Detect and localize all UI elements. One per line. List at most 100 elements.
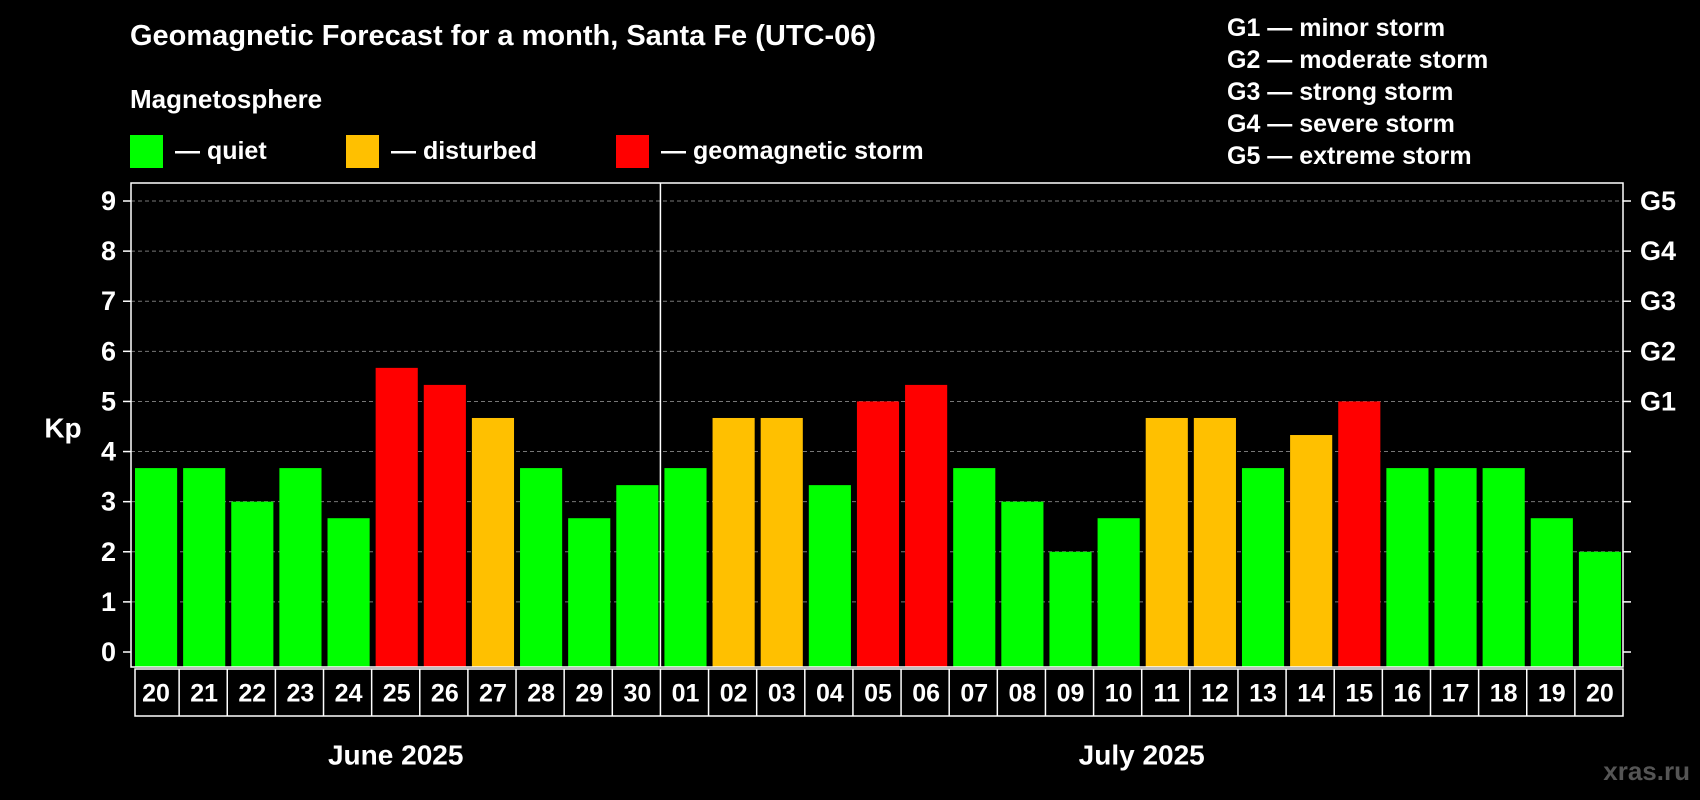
date-label-9: 29	[575, 680, 603, 708]
date-label-22: 12	[1201, 680, 1229, 708]
date-label-16: 06	[912, 680, 940, 708]
storm-scale-legend: G1 — minor storm G2 — moderate storm G3 …	[1227, 12, 1488, 172]
month-label-1: July 2025	[1079, 740, 1205, 771]
legend-storm-label: — geomagnetic storm	[661, 136, 924, 165]
date-label-19: 09	[1057, 680, 1085, 708]
bar-27	[1434, 468, 1477, 667]
date-label-2: 22	[238, 680, 266, 708]
legend-quiet-label: — quiet	[175, 136, 267, 165]
legend-disturbed-swatch	[346, 134, 379, 168]
ytick-label-1: 1	[101, 587, 116, 617]
storm-scale-g1: G1 — minor storm	[1227, 14, 1446, 42]
right-tick-label-G4: G4	[1640, 236, 1676, 266]
date-label-25: 15	[1345, 680, 1373, 708]
legend-storm: — geomagnetic storm	[616, 134, 924, 168]
bar-1	[183, 468, 226, 667]
bar-30	[1578, 551, 1621, 667]
date-label-24: 14	[1297, 680, 1325, 708]
date-label-27: 17	[1442, 680, 1470, 708]
chart-title: Geomagnetic Forecast for a month, Santa …	[130, 20, 877, 52]
date-label-17: 07	[960, 680, 988, 708]
bar-20	[1097, 518, 1140, 667]
bar-18	[1001, 501, 1044, 667]
bar-21	[1145, 417, 1188, 667]
date-label-15: 05	[864, 680, 892, 708]
legend-disturbed: — disturbed	[346, 134, 537, 168]
storm-scale-g5: G5 — extreme storm	[1227, 142, 1472, 170]
bar-22	[1193, 417, 1236, 667]
date-label-12: 02	[720, 680, 748, 708]
bar-28	[1482, 468, 1525, 667]
date-label-14: 04	[816, 680, 844, 708]
date-label-11: 01	[672, 680, 700, 708]
date-label-26: 16	[1394, 680, 1422, 708]
right-tick-label-G3: G3	[1640, 286, 1676, 316]
right-tick-label-G5: G5	[1640, 186, 1676, 216]
bar-13	[760, 417, 803, 667]
date-label-20: 10	[1105, 680, 1133, 708]
date-label-23: 13	[1249, 680, 1277, 708]
date-label-29: 19	[1538, 680, 1566, 708]
date-label-10: 30	[623, 680, 651, 708]
bar-6	[423, 384, 466, 667]
date-label-13: 03	[768, 680, 796, 708]
bar-9	[568, 518, 611, 667]
bar-24	[1290, 435, 1333, 667]
bar-12	[712, 417, 755, 667]
ytick-label-5: 5	[101, 386, 116, 416]
bar-16	[905, 384, 948, 667]
ytick-label-6: 6	[101, 336, 116, 366]
bar-5	[375, 367, 418, 667]
plot-frame	[130, 182, 1624, 668]
date-label-6: 26	[431, 680, 459, 708]
ytick-label-0: 0	[101, 637, 116, 667]
ytick-label-4: 4	[101, 437, 116, 467]
ytick-label-2: 2	[101, 537, 116, 567]
ytick-label-8: 8	[101, 236, 116, 266]
date-label-28: 18	[1490, 680, 1518, 708]
watermark: xras.ru	[1603, 756, 1690, 786]
legend-disturbed-label: — disturbed	[391, 136, 537, 165]
legend-storm-swatch	[616, 134, 649, 168]
right-tick-label-G2: G2	[1640, 336, 1676, 366]
legend-title: Magnetosphere	[130, 84, 323, 114]
bar-8	[520, 468, 563, 667]
bar-2	[231, 501, 274, 667]
month-label-0: June 2025	[328, 740, 463, 771]
bar-11	[664, 468, 707, 667]
bar-10	[616, 485, 659, 667]
bar-23	[1241, 468, 1285, 667]
date-label-21: 11	[1154, 680, 1181, 708]
date-label-1: 21	[190, 680, 218, 708]
bar-25	[1338, 401, 1381, 667]
bar-15	[856, 401, 900, 667]
storm-scale-g2: G2 — moderate storm	[1227, 46, 1489, 74]
storm-scale-g3: G3 — strong storm	[1227, 78, 1454, 106]
bar-17	[953, 468, 996, 667]
date-label-18: 08	[1008, 680, 1036, 708]
date-label-3: 23	[287, 680, 315, 708]
date-label-30: 20	[1586, 680, 1614, 708]
ytick-label-9: 9	[101, 186, 116, 216]
bar-4	[327, 518, 370, 667]
bar-0	[135, 468, 178, 667]
date-row-frame	[134, 668, 1624, 717]
legend-quiet-swatch	[130, 134, 163, 168]
bar-3	[279, 468, 322, 667]
date-label-8: 28	[527, 680, 555, 708]
right-tick-label-G1: G1	[1640, 386, 1676, 416]
ytick-label-7: 7	[101, 286, 116, 316]
y-axis-label: Kp	[44, 413, 81, 444]
date-label-4: 24	[335, 680, 363, 708]
bar-7	[471, 417, 515, 667]
bar-29	[1530, 518, 1573, 667]
date-label-7: 27	[479, 680, 507, 708]
bar-14	[808, 485, 851, 667]
legend-quiet: — quiet	[130, 134, 267, 168]
storm-scale-g4: G4 — severe storm	[1227, 110, 1455, 138]
date-label-5: 25	[383, 680, 411, 708]
ytick-label-3: 3	[101, 487, 116, 517]
bar-26	[1386, 468, 1429, 667]
bar-19	[1049, 551, 1092, 667]
